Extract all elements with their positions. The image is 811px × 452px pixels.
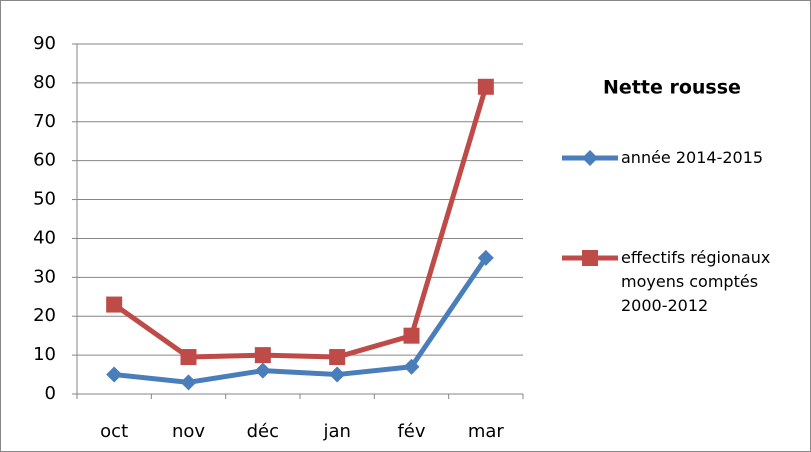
y-tick-label: 60 [33, 150, 56, 171]
y-tick-label: 40 [33, 227, 56, 248]
series-line [113, 256, 488, 385]
marker [329, 366, 346, 383]
x-tick-label: jan [322, 421, 350, 442]
x-tick-label: fév [397, 421, 425, 442]
legend-label: année 2014-2015 [621, 148, 764, 167]
y-tick-label: 90 [33, 33, 56, 54]
marker [477, 249, 494, 266]
y-tick-label: 50 [33, 189, 56, 210]
x-tick-label: oct [100, 421, 128, 442]
marker [329, 349, 346, 366]
y-tick-label: 20 [33, 305, 56, 326]
x-tick-label: mar [468, 421, 505, 442]
y-tick-label: 80 [33, 72, 56, 93]
y-tick-label: 0 [45, 383, 56, 404]
marker [477, 78, 494, 95]
chart-title: Nette rousse [603, 77, 741, 99]
x-tick-label: nov [172, 421, 205, 442]
y-tick-label: 10 [33, 344, 56, 365]
series-line [112, 86, 489, 360]
marker [582, 250, 598, 266]
marker [106, 296, 123, 313]
marker [180, 349, 197, 366]
x-tick-label: déc [247, 421, 279, 442]
marker [582, 150, 598, 166]
marker [254, 362, 271, 379]
marker [403, 327, 420, 344]
y-tick-label: 30 [33, 266, 56, 287]
legend-label: effectifs régionaux moyens comptés 2000-… [621, 248, 771, 315]
marker [254, 347, 271, 364]
marker [106, 366, 123, 383]
y-tick-label: 70 [33, 111, 56, 132]
marker [403, 358, 420, 375]
marker [180, 374, 197, 391]
